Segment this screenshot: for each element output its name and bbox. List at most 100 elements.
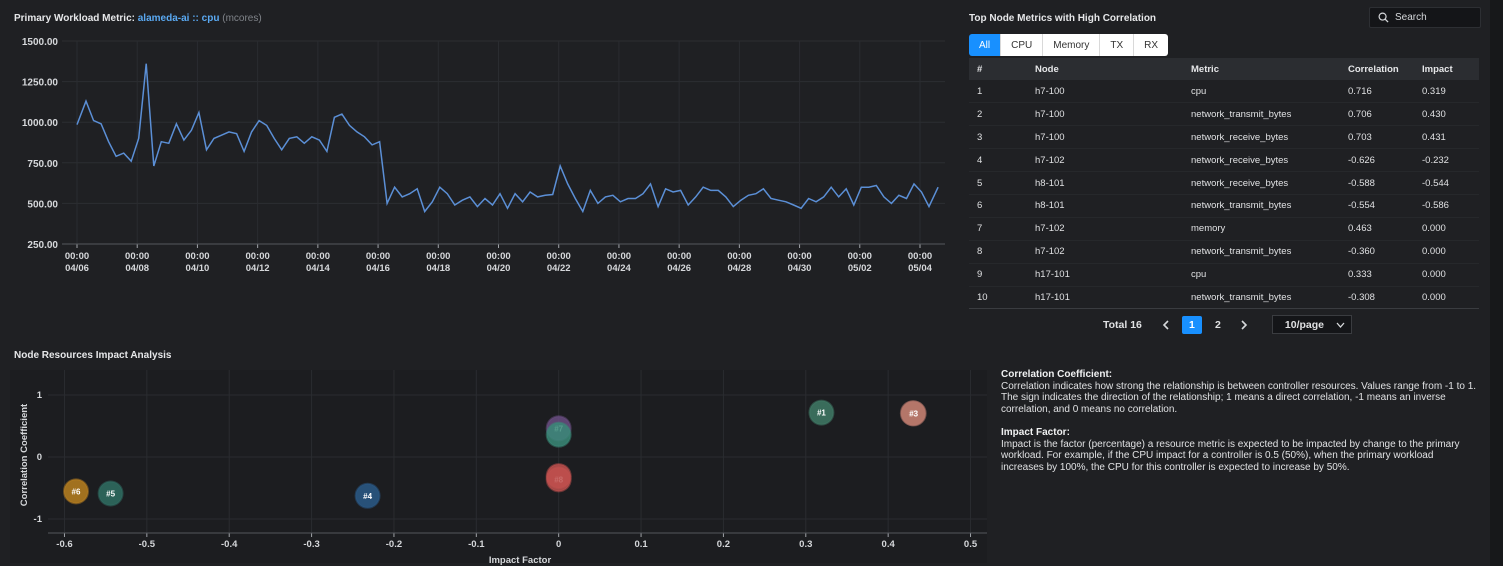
y-tick-label: 0: [37, 452, 42, 463]
table-row[interactable]: 3 h7-100 network_receive_bytes 0.703 0.431: [969, 125, 1479, 150]
table-row[interactable]: 7 h7-102 memory 0.463 0.000: [969, 217, 1479, 241]
x-tick-time: 00:00: [426, 251, 450, 262]
tab-memory[interactable]: Memory: [1043, 34, 1101, 56]
search-placeholder: Search: [1395, 12, 1427, 23]
scatter-point: [63, 478, 90, 505]
table-cell: 7: [969, 217, 1027, 241]
impact-scatter-chart: 1 0 -1 -0.6 -0.5 -0.4 -0.3 -0.2 -0.1 0 0.1 0.2 0.3 0.…: [10, 370, 987, 566]
x-tick-date: 04/12: [246, 263, 270, 274]
metric-name[interactable]: cpu: [201, 13, 220, 24]
y-axis-label: Correlation Coefficient: [19, 403, 30, 506]
table-cell: network_receive_bytes: [1183, 171, 1340, 195]
table-cell: -0.544: [1414, 171, 1479, 195]
table-header-row: # Node Metric Correlation Impact: [969, 58, 1479, 80]
workload-name[interactable]: alameda-ai: [137, 13, 190, 24]
table-cell: 0.703: [1340, 125, 1414, 150]
workload-line-chart: 1500.00 1250.00 1000.00 750.00 500.00 250.00 0…: [22, 37, 945, 274]
scatter-point: [808, 399, 835, 426]
column-header: Node: [1027, 58, 1183, 80]
top-metrics-title: Top Node Metrics with High Correlation: [969, 13, 1157, 24]
y-tick-label: 1: [37, 390, 43, 401]
table-cell: 4: [969, 148, 1027, 173]
correlation-text: Correlation indicates how strong the rel…: [1001, 380, 1477, 415]
x-tick-date: 05/02: [848, 263, 872, 274]
table-cell: 0.430: [1414, 102, 1479, 127]
correlation-heading: Correlation Coefficient:: [1001, 369, 1113, 380]
table-cell: h7-102: [1027, 217, 1183, 241]
x-tick-time: 00:00: [848, 251, 872, 262]
search-icon: [1378, 12, 1389, 23]
x-tick-date: 04/26: [667, 263, 691, 274]
table-cell: memory: [1183, 217, 1340, 241]
page-size-select[interactable]: 10/page: [1271, 315, 1352, 334]
tab-rx[interactable]: RX: [1134, 34, 1169, 56]
x-tick-time: 00:00: [547, 251, 571, 262]
chevron-left-icon[interactable]: [1156, 316, 1176, 334]
top-metrics-table: # Node Metric Correlation Impact 1 h7-100 cpu 0…: [969, 58, 1479, 310]
table-cell: -0.308: [1340, 286, 1414, 310]
x-tick-label: 0.4: [882, 539, 896, 550]
table-row[interactable]: 10 h17-101 network_transmit_bytes -0.308 0.0…: [969, 286, 1479, 310]
table-cell: -0.554: [1340, 194, 1414, 218]
x-tick-date: 04/08: [125, 263, 149, 274]
x-tick-date: 04/06: [65, 263, 89, 274]
page-1-button[interactable]: 1: [1181, 315, 1202, 334]
table-cell: network_receive_bytes: [1183, 148, 1340, 173]
pagination-total: Total 16: [1103, 318, 1142, 331]
table-cell: 9: [969, 263, 1027, 287]
cpu-series-line: [76, 63, 939, 214]
x-tick-time: 00:00: [787, 251, 811, 262]
table-cell: 6: [969, 194, 1027, 218]
x-tick-label: -0.1: [468, 539, 485, 550]
table-row[interactable]: 2 h7-100 network_transmit_bytes 0.706 0.430: [969, 102, 1479, 127]
tab-cpu[interactable]: CPU: [1001, 34, 1044, 56]
table-cell: h7-100: [1027, 80, 1183, 104]
table-cell: 5: [969, 171, 1027, 195]
x-tick-date: 04/16: [366, 263, 390, 274]
search-input[interactable]: Search: [1369, 7, 1481, 28]
scatter-point: [354, 482, 381, 509]
metric-filter-tabs: All CPU Memory TX RX: [969, 34, 1169, 56]
table-cell: 0.333: [1340, 263, 1414, 287]
table-row[interactable]: 4 h7-102 network_receive_bytes -0.626 -0.232: [969, 148, 1479, 173]
scatter-point: [97, 480, 124, 507]
table-row[interactable]: 8 h7-102 network_transmit_bytes -0.360 0.000: [969, 240, 1479, 264]
table-cell: network_receive_bytes: [1183, 125, 1340, 150]
y-tick-label: 750.00: [27, 159, 58, 170]
chevron-down-icon: [1336, 322, 1345, 328]
tab-all[interactable]: All: [969, 34, 1002, 56]
x-tick-label: -0.5: [139, 539, 156, 550]
x-tick-label: -0.3: [303, 539, 319, 550]
table-cell: -0.360: [1340, 240, 1414, 264]
scatter-point: [545, 421, 572, 448]
table-cell: h7-102: [1027, 240, 1183, 264]
table-row[interactable]: 5 h8-101 network_receive_bytes -0.588 -0.544: [969, 171, 1479, 195]
table-cell: 0.319: [1414, 80, 1479, 104]
chart-background: [10, 370, 987, 563]
chevron-right-icon[interactable]: [1234, 316, 1254, 334]
table-cell: -0.588: [1340, 171, 1414, 195]
primary-metric-title: Primary Workload Metric: alameda-ai :: c…: [14, 13, 262, 24]
table-cell: 0.463: [1340, 217, 1414, 241]
page-scrollbar[interactable]: [1490, 0, 1503, 566]
table-cell: 0.431: [1414, 125, 1479, 150]
column-header: Impact: [1414, 58, 1479, 80]
description-panel: Correlation Coefficient: Correlation ind…: [1001, 369, 1477, 485]
table-cell: 0.716: [1340, 80, 1414, 104]
table-row[interactable]: 9 h17-101 cpu 0.333 0.000: [969, 263, 1479, 287]
x-tick-date: 04/30: [788, 263, 812, 274]
table-cell: 0.000: [1414, 286, 1479, 310]
metric-unit: (mcores): [222, 13, 262, 24]
x-tick-date: 04/24: [607, 263, 631, 274]
x-tick-label: -0.4: [221, 539, 238, 550]
y-tick-label: 250.00: [27, 240, 58, 251]
table-cell: -0.626: [1340, 148, 1414, 173]
tab-tx[interactable]: TX: [1100, 34, 1135, 56]
table-cell: 0.000: [1414, 217, 1479, 241]
table-row[interactable]: 1 h7-100 cpu 0.716 0.319: [969, 80, 1479, 104]
y-tick-label: 500.00: [27, 199, 58, 210]
page-2-button[interactable]: 2: [1214, 318, 1221, 331]
table-cell: 0.706: [1340, 102, 1414, 127]
table-row[interactable]: 6 h8-101 network_transmit_bytes -0.554 -0.58…: [969, 194, 1479, 218]
pagination: Total 16 1 2 10/page: [1103, 315, 1352, 334]
